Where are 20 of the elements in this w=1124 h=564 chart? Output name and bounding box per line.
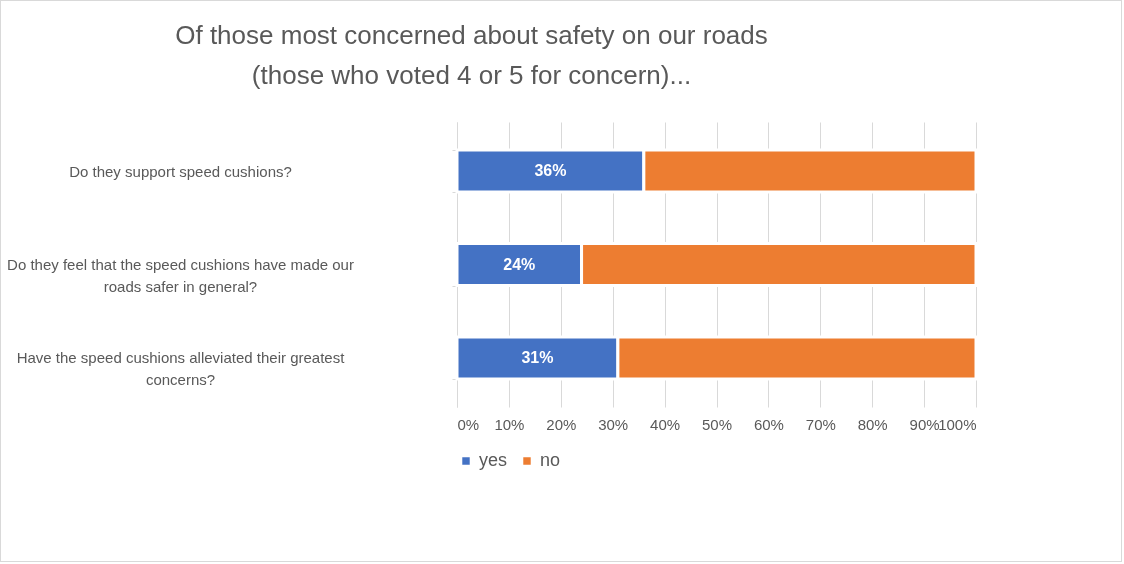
x-tick-label: 70% — [805, 415, 836, 433]
x-tick-label: 100% — [938, 415, 977, 433]
legend-label: yes — [479, 450, 508, 470]
data-label: 36% — [534, 162, 567, 180]
x-tick-label: 90% — [909, 415, 940, 433]
y-tick-label: Have the speed cushions alleviated their greatest concerns? — [16, 349, 346, 389]
data-label: 31% — [521, 348, 554, 366]
y-tick-label: Do they support speed cushions? — [69, 162, 292, 180]
data-label: 24% — [503, 255, 536, 273]
y-tick-label: Do they feel that the speed cushions have made our roads safer in general? — [7, 256, 354, 295]
x-tick-label: 50% — [701, 415, 733, 433]
legend-label: no — [540, 450, 561, 470]
x-tick-label: 60% — [753, 415, 784, 433]
x-tick-label: 80% — [857, 415, 888, 433]
chart-title: Of those most concerned about safety on our roads (those who voted 4 or 5 for concern)... — [175, 20, 768, 90]
x-tick-label: 10% — [494, 415, 525, 433]
x-tick-label: 40% — [650, 415, 681, 433]
x-tick-label: 0% — [457, 415, 480, 433]
x-tick-label: 30% — [598, 415, 629, 433]
x-tick-label: 20% — [546, 415, 577, 433]
